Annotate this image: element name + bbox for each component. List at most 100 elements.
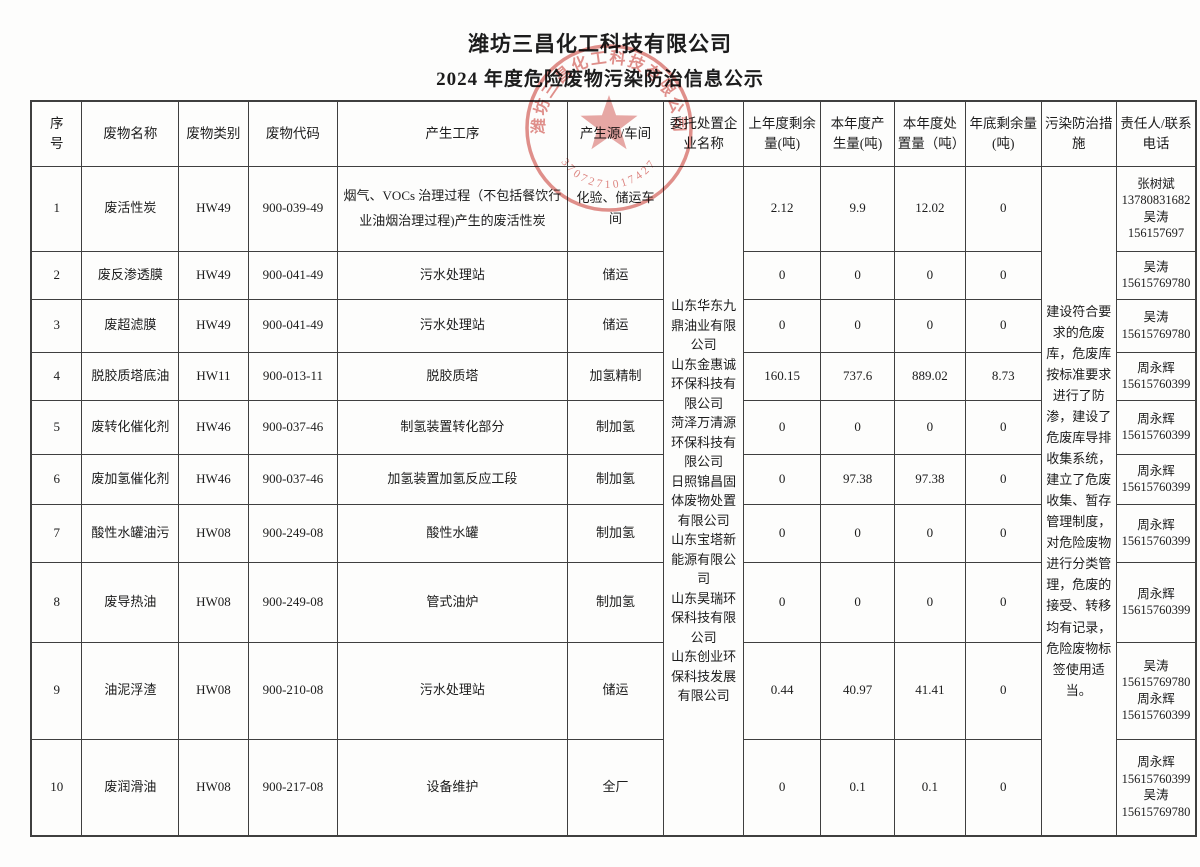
cell-waste-name: 废超滤膜 <box>81 298 180 353</box>
cell-produced: 97.38 <box>820 453 895 505</box>
cell-process: 污水处理站 <box>337 641 568 740</box>
cell-waste-category: HW49 <box>178 250 249 300</box>
header-row: 序号 废物名称 废物类别 废物代码 产生工序 产生源/车间 委托处置企业名称 上… <box>30 100 1197 167</box>
cell-disposed: 0 <box>893 503 967 563</box>
contact-line: 张树斌 <box>1137 176 1175 191</box>
cell-disposed: 41.41 <box>893 641 967 740</box>
cell-source: 制加氢 <box>566 503 665 563</box>
cell-waste-code: 900-037-46 <box>247 399 339 455</box>
contact-line: 周永辉 <box>1137 411 1175 426</box>
contact-line: 15615760399 <box>1121 708 1191 722</box>
column-header-serial: 序号 <box>30 100 83 167</box>
cell-waste-code: 900-039-49 <box>247 165 339 252</box>
cell-produced: 0 <box>820 503 895 563</box>
column-header-waste-name: 废物名称 <box>81 100 180 167</box>
cell-waste-category: HW49 <box>178 165 249 252</box>
contact-line: 15615760399 <box>1121 534 1191 548</box>
cell-source: 制加氢 <box>566 453 665 505</box>
cell-waste-category: HW46 <box>178 453 249 505</box>
cell-produced: 0 <box>820 250 895 300</box>
cell-contact: 周永辉 15615760399 <box>1115 453 1197 505</box>
cell-waste-code: 900-217-08 <box>247 738 339 837</box>
contact-line: 周永辉 <box>1137 463 1175 478</box>
cell-source: 全厂 <box>566 738 665 837</box>
contact-line: 周永辉 <box>1137 586 1175 601</box>
table-row: 3 废超滤膜 HW49 900-041-49 污水处理站 储运 0 0 0 0 … <box>30 298 1197 353</box>
contact-line: 15615760399 <box>1121 480 1191 494</box>
contact-line: 156157697 <box>1127 226 1185 240</box>
column-header-disposal-company: 委托处置企业名称 <box>663 100 744 167</box>
cell-disposal-companies: 山东华东九鼎油业有限公司 山东金惠诚环保科技有限公司 菏泽万清源环保科技有限公司… <box>663 165 744 837</box>
column-header-prevention-measures: 污染防治措施 <box>1040 100 1117 167</box>
cell-disposed: 97.38 <box>893 453 967 505</box>
cell-serial: 9 <box>30 641 83 740</box>
company-name: 日照锦昌固体废物处置有限公司 <box>671 473 737 528</box>
cell-process: 污水处理站 <box>337 250 568 300</box>
cell-waste-name: 废导热油 <box>81 561 180 643</box>
cell-process: 管式油炉 <box>337 561 568 643</box>
cell-prev-remaining: 2.12 <box>742 165 822 252</box>
company-name: 山东宝塔新能源有限公司 <box>671 532 737 586</box>
cell-prevention-measures: 建设符合要求的危废库，危废库按标准要求进行了防渗，建设了危废库导排收集系统，建立… <box>1040 165 1117 837</box>
cell-prev-remaining: 0.44 <box>742 641 822 740</box>
cell-disposed: 889.02 <box>893 351 967 401</box>
cell-serial: 4 <box>30 351 83 401</box>
cell-yearend-remaining: 0 <box>965 561 1042 643</box>
company-name: 山东金惠诚环保科技有限公司 <box>671 356 737 411</box>
contact-line: 吴涛 <box>1143 310 1169 324</box>
contact-line: 吴涛 <box>1143 259 1169 274</box>
contact-line: 吴涛 <box>1143 788 1169 803</box>
cell-yearend-remaining: 0 <box>965 250 1042 300</box>
cell-prev-remaining: 160.15 <box>742 351 822 401</box>
cell-waste-name: 油泥浮渣 <box>81 641 180 740</box>
table-row: 2 废反渗透膜 HW49 900-041-49 污水处理站 储运 0 0 0 0… <box>30 250 1197 300</box>
cell-waste-code: 900-210-08 <box>247 641 339 740</box>
hazardous-waste-disclosure-table: 序号 废物名称 废物类别 废物代码 产生工序 产生源/车间 委托处置企业名称 上… <box>30 100 1197 837</box>
cell-disposed: 0 <box>893 561 967 643</box>
table-row: 5 废转化催化剂 HW46 900-037-46 制氢装置转化部分 制加氢 0 … <box>30 399 1197 455</box>
cell-yearend-remaining: 0 <box>965 399 1042 455</box>
company-name: 山东华东九鼎油业有限公司 <box>671 298 737 352</box>
cell-serial: 8 <box>30 561 83 643</box>
cell-source: 化验、储运车间 <box>566 165 665 252</box>
table-row: 6 废加氢催化剂 HW46 900-037-46 加氢装置加氢反应工段 制加氢 … <box>30 453 1197 505</box>
table-row: 9 油泥浮渣 HW08 900-210-08 污水处理站 储运 0.44 40.… <box>30 641 1197 740</box>
cell-waste-code: 900-041-49 <box>247 298 339 353</box>
contact-line: 15615760399 <box>1121 377 1191 391</box>
cell-produced: 9.9 <box>820 165 895 252</box>
cell-waste-name: 废润滑油 <box>81 738 180 837</box>
cell-contact: 周永辉 15615760399 <box>1115 561 1197 643</box>
cell-serial: 5 <box>30 399 83 455</box>
cell-waste-name: 废转化催化剂 <box>81 399 180 455</box>
contact-line: 15615769780 <box>1121 326 1191 341</box>
cell-process: 脱胶质塔 <box>337 351 568 401</box>
cell-produced: 0.1 <box>820 738 895 837</box>
contact-line: 吴涛 <box>1143 209 1169 224</box>
contact-line: 15615769780 <box>1121 276 1191 290</box>
cell-yearend-remaining: 0 <box>965 453 1042 505</box>
cell-waste-category: HW11 <box>178 351 249 401</box>
cell-source: 制加氢 <box>566 561 665 643</box>
cell-disposed: 0 <box>893 250 967 300</box>
cell-waste-code: 900-041-49 <box>247 250 339 300</box>
column-header-waste-category: 废物类别 <box>178 100 249 167</box>
cell-contact: 周永辉 15615760399 <box>1115 351 1197 401</box>
company-name: 菏泽万清源环保科技有限公司 <box>671 415 737 469</box>
page-title: 潍坊三昌化工科技有限公司 <box>468 32 732 56</box>
company-name: 山东创业环保科技发展有限公司 <box>671 649 737 703</box>
cell-produced: 0 <box>820 298 895 353</box>
cell-waste-code: 900-249-08 <box>247 561 339 643</box>
contact-line: 15615769780 <box>1121 675 1191 689</box>
cell-prev-remaining: 0 <box>742 399 822 455</box>
cell-disposed: 12.02 <box>893 165 967 252</box>
cell-yearend-remaining: 0 <box>965 165 1042 252</box>
cell-serial: 7 <box>30 503 83 563</box>
cell-waste-name: 脱胶质塔底油 <box>81 351 180 401</box>
column-header-source-workshop: 产生源/车间 <box>566 100 665 167</box>
cell-prev-remaining: 0 <box>742 738 822 837</box>
table-row: 8 废导热油 HW08 900-249-08 管式油炉 制加氢 0 0 0 0 … <box>30 561 1197 643</box>
contact-line: 吴涛 <box>1143 658 1169 673</box>
cell-serial: 1 <box>30 165 83 252</box>
cell-waste-category: HW46 <box>178 399 249 455</box>
column-header-yearend-remaining: 年底剩余量(吨) <box>965 100 1042 167</box>
